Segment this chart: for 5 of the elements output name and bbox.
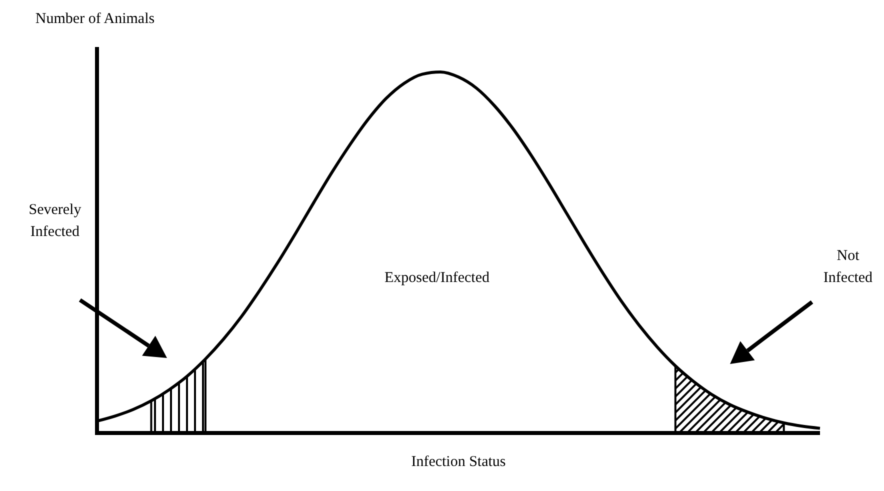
y-axis-title: Number of Animals — [35, 11, 155, 27]
annotation: Exposed/Infected — [384, 270, 490, 286]
x-axis-title: Infection Status — [411, 454, 506, 470]
text: Severely Infected — [28, 202, 82, 240]
text: Not Infected — [823, 248, 874, 286]
